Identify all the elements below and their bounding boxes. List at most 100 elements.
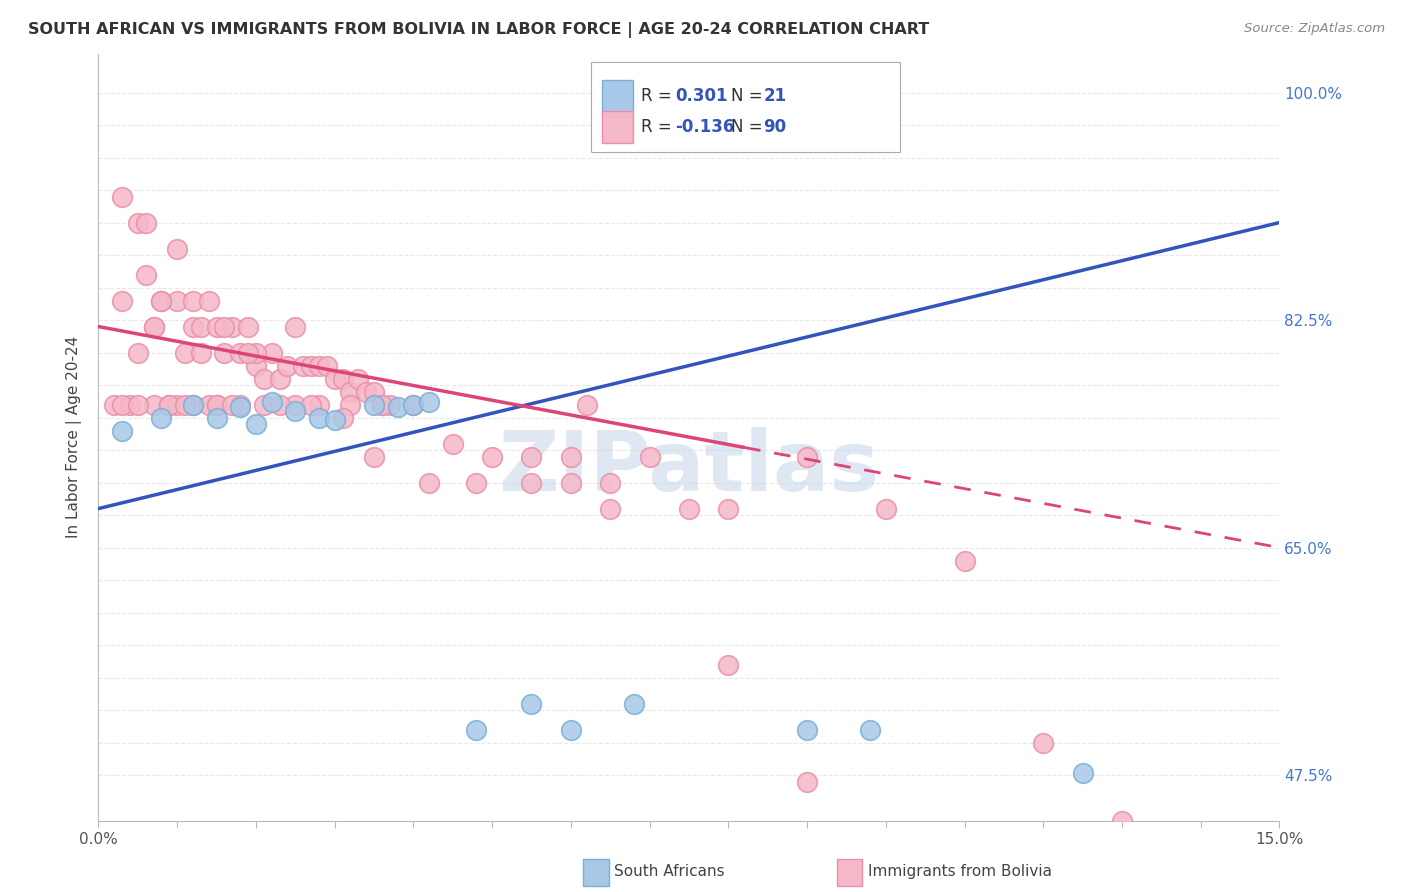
Point xyxy=(111,293,134,308)
Point xyxy=(347,371,370,385)
Point xyxy=(166,242,188,256)
Point xyxy=(387,400,409,414)
Point xyxy=(953,553,976,567)
Point xyxy=(111,189,134,203)
Point xyxy=(339,384,361,399)
Point xyxy=(174,345,197,359)
Point xyxy=(103,398,125,412)
Point xyxy=(284,404,307,418)
Point xyxy=(638,450,661,464)
Point xyxy=(260,345,283,359)
Point xyxy=(214,319,236,334)
Point xyxy=(332,410,354,425)
Text: -0.136: -0.136 xyxy=(675,118,734,136)
Point xyxy=(127,215,149,229)
Point xyxy=(181,398,204,412)
Point xyxy=(205,398,228,412)
Point xyxy=(253,371,276,385)
Point xyxy=(221,398,243,412)
Point xyxy=(339,398,361,412)
Point xyxy=(135,268,157,282)
Text: South Africans: South Africans xyxy=(614,864,725,879)
Point xyxy=(308,359,330,373)
Point xyxy=(229,398,252,412)
Point xyxy=(166,293,188,308)
Point xyxy=(465,723,488,737)
Point xyxy=(166,398,188,412)
Text: N =: N = xyxy=(731,118,768,136)
Point xyxy=(308,410,330,425)
Point xyxy=(332,371,354,385)
Point xyxy=(190,345,212,359)
Point xyxy=(560,450,582,464)
Point xyxy=(127,398,149,412)
Point xyxy=(465,475,488,490)
Point xyxy=(323,413,346,427)
Point xyxy=(354,384,377,399)
Point xyxy=(315,359,337,373)
Point xyxy=(157,398,180,412)
Text: ZIPatlas: ZIPatlas xyxy=(499,427,879,508)
Text: SOUTH AFRICAN VS IMMIGRANTS FROM BOLIVIA IN LABOR FORCE | AGE 20-24 CORRELATION : SOUTH AFRICAN VS IMMIGRANTS FROM BOLIVIA… xyxy=(28,22,929,38)
Point xyxy=(174,398,197,412)
Point xyxy=(402,398,425,412)
Point xyxy=(371,398,394,412)
Point xyxy=(181,319,204,334)
Point xyxy=(181,398,204,412)
Text: R =: R = xyxy=(641,118,678,136)
Point xyxy=(481,450,503,464)
Point xyxy=(190,319,212,334)
Point xyxy=(150,293,173,308)
Point xyxy=(236,319,259,334)
Text: 21: 21 xyxy=(763,87,786,105)
Point xyxy=(157,398,180,412)
Point xyxy=(1071,765,1094,780)
Point xyxy=(1032,736,1054,750)
Point xyxy=(181,293,204,308)
Point xyxy=(560,723,582,737)
Point xyxy=(402,398,425,412)
Point xyxy=(284,319,307,334)
Point xyxy=(111,398,134,412)
Point xyxy=(575,398,598,412)
Point xyxy=(299,398,322,412)
Point xyxy=(796,774,818,789)
Point xyxy=(520,450,543,464)
Point xyxy=(142,398,165,412)
Point xyxy=(197,293,219,308)
Text: R =: R = xyxy=(641,87,678,105)
Point xyxy=(299,359,322,373)
Point xyxy=(520,697,543,711)
Point xyxy=(150,410,173,425)
Point xyxy=(276,359,298,373)
Point xyxy=(205,410,228,425)
Point xyxy=(378,398,401,412)
Point xyxy=(418,475,440,490)
Point xyxy=(599,475,621,490)
Point xyxy=(269,371,291,385)
Point xyxy=(142,319,165,334)
Point xyxy=(678,501,700,516)
Point xyxy=(292,359,315,373)
Point xyxy=(441,436,464,450)
Point xyxy=(308,398,330,412)
Point xyxy=(599,501,621,516)
Point xyxy=(150,293,173,308)
Point xyxy=(859,723,882,737)
Point xyxy=(236,345,259,359)
Point xyxy=(135,215,157,229)
Text: Source: ZipAtlas.com: Source: ZipAtlas.com xyxy=(1244,22,1385,36)
Point xyxy=(260,395,283,409)
Point xyxy=(229,345,252,359)
Point xyxy=(717,501,740,516)
Point xyxy=(363,384,385,399)
Point xyxy=(363,398,385,412)
Point xyxy=(418,395,440,409)
Point xyxy=(1111,814,1133,828)
Point xyxy=(796,450,818,464)
Point xyxy=(214,345,236,359)
Point xyxy=(796,723,818,737)
Point xyxy=(269,398,291,412)
Point xyxy=(111,424,134,438)
Y-axis label: In Labor Force | Age 20-24: In Labor Force | Age 20-24 xyxy=(66,336,83,538)
